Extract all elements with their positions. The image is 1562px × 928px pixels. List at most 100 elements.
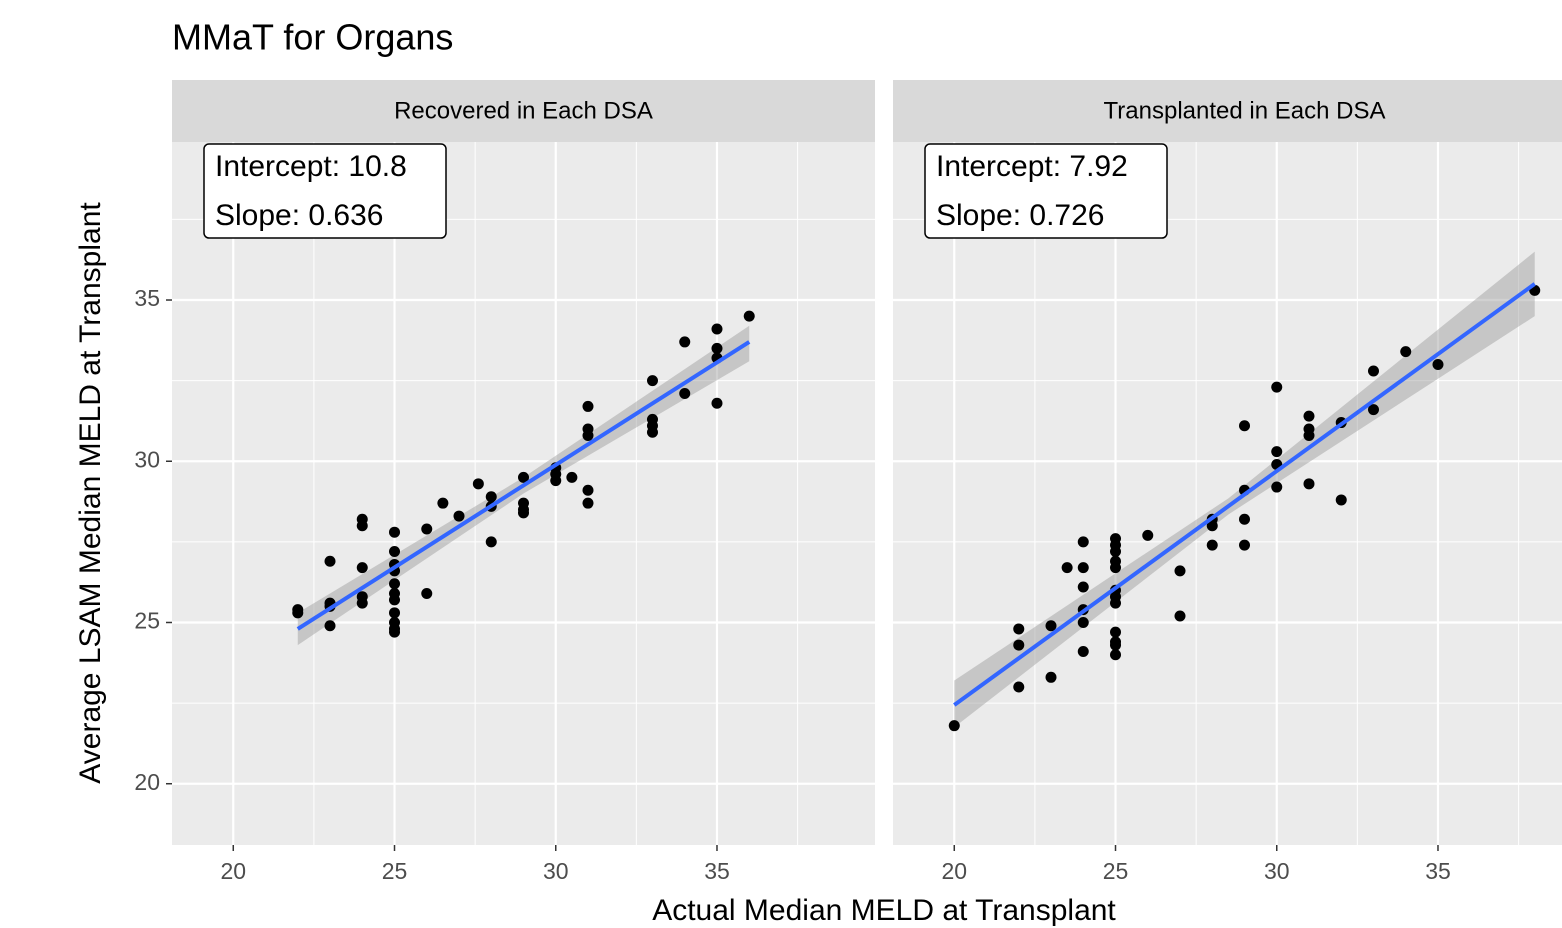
point — [1206, 520, 1218, 532]
point — [582, 429, 594, 441]
point — [1110, 649, 1122, 661]
point — [389, 607, 401, 619]
point — [421, 523, 433, 535]
point — [518, 507, 529, 519]
point — [1077, 536, 1089, 548]
point — [550, 475, 562, 487]
annotation-text: Intercept: 10.8 — [215, 150, 407, 183]
point — [356, 520, 368, 532]
point — [679, 336, 691, 348]
point — [472, 478, 484, 490]
x-tick-label: 25 — [382, 858, 408, 884]
point — [1367, 365, 1379, 377]
point — [437, 497, 449, 509]
point — [1110, 562, 1122, 574]
point — [389, 578, 401, 590]
point — [1142, 529, 1154, 541]
annotation-text: Intercept: 7.92 — [936, 150, 1128, 183]
point — [1206, 539, 1218, 551]
point — [1013, 681, 1025, 693]
point — [1432, 359, 1444, 371]
point — [646, 375, 658, 387]
point — [948, 720, 960, 732]
y-tick-label: 25 — [134, 608, 160, 634]
point — [1045, 620, 1057, 632]
x-tick-label: 35 — [704, 858, 730, 884]
point — [679, 388, 691, 400]
x-tick-label: 30 — [1264, 858, 1290, 884]
point — [566, 471, 578, 483]
panel-background — [893, 142, 1562, 845]
point — [453, 510, 465, 522]
y-tick-label: 30 — [134, 446, 160, 472]
strip-label: Recovered in Each DSA — [394, 97, 653, 124]
panel-background — [172, 142, 875, 845]
strip — [893, 80, 1562, 142]
annotation-box — [924, 143, 1168, 239]
annotation-text: Slope: 0.636 — [215, 199, 383, 232]
point — [389, 526, 401, 538]
point — [1400, 346, 1412, 358]
point — [1303, 478, 1315, 490]
point — [324, 620, 336, 632]
x-axis-label: Actual Median MELD at Transplant — [652, 894, 1116, 927]
point — [1174, 565, 1186, 577]
point — [324, 555, 336, 567]
point — [1013, 623, 1025, 635]
strip — [172, 80, 875, 142]
point — [582, 400, 594, 412]
point — [1335, 494, 1347, 506]
x-tick-label: 20 — [220, 858, 246, 884]
point — [1061, 562, 1073, 574]
chart-title: MMaT for Organs — [172, 17, 453, 58]
point — [646, 426, 658, 438]
point — [356, 562, 368, 574]
point — [292, 607, 304, 619]
point — [1239, 420, 1250, 432]
point — [743, 310, 755, 322]
point — [1239, 513, 1250, 525]
annotation-text: Slope: 0.726 — [936, 199, 1104, 232]
y-tick-label: 20 — [134, 769, 160, 795]
point — [1077, 616, 1089, 628]
point — [1013, 639, 1025, 651]
point — [389, 626, 401, 638]
annotation-box — [203, 143, 447, 239]
x-tick-label: 20 — [941, 858, 967, 884]
point — [1174, 610, 1186, 622]
point — [1303, 429, 1315, 441]
point — [1110, 639, 1122, 651]
point — [582, 497, 594, 509]
point — [711, 323, 723, 335]
fit-line — [296, 340, 751, 631]
point — [1303, 410, 1315, 422]
point — [711, 342, 723, 354]
point — [582, 484, 594, 496]
y-tick-label: 35 — [134, 285, 160, 311]
point — [1239, 539, 1250, 551]
point — [1271, 381, 1283, 393]
point — [518, 471, 529, 483]
point — [485, 491, 497, 503]
point — [1077, 581, 1089, 593]
point — [1271, 446, 1283, 458]
point — [389, 594, 401, 606]
x-tick-label: 35 — [1425, 858, 1451, 884]
panel — [172, 142, 875, 845]
point — [1045, 671, 1057, 683]
point — [1110, 626, 1122, 638]
point — [1110, 597, 1122, 609]
strip-label: Transplanted in Each DSA — [1104, 97, 1386, 124]
x-tick-label: 25 — [1103, 858, 1129, 884]
point — [1077, 646, 1089, 658]
y-axis-label: Average LSAM Median MELD at Transplant — [74, 202, 107, 784]
fit-line — [953, 282, 1536, 707]
point — [1077, 562, 1089, 574]
point — [1367, 404, 1379, 416]
point — [389, 546, 401, 558]
point — [485, 536, 497, 548]
point — [356, 597, 368, 609]
point — [711, 397, 723, 409]
x-tick-label: 30 — [543, 858, 569, 884]
